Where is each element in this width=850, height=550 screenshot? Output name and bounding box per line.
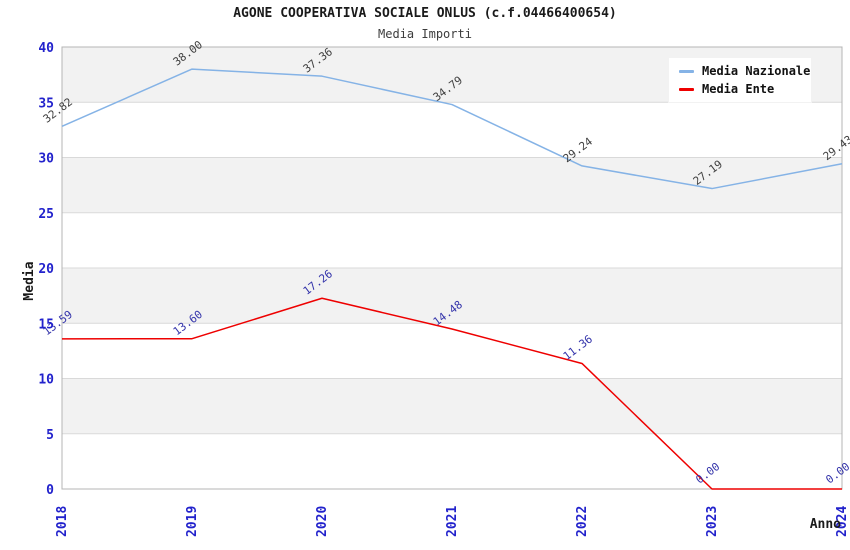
legend-label-media-nazionale: Media Nazionale <box>702 64 811 78</box>
legend-swatch-media-ente <box>679 87 694 91</box>
x-tick-label: 2019 <box>185 506 200 537</box>
plot-band <box>62 378 842 434</box>
series-line-media-nazionale <box>61 68 843 190</box>
y-tick-label: 5 <box>46 428 54 443</box>
data-label: 0.00 <box>823 460 850 486</box>
y-tick-label: 35 <box>38 96 54 111</box>
legend-item-media-ente: Media Ente <box>669 82 811 96</box>
y-tick-label: 25 <box>38 207 54 222</box>
y-axis-title: Media <box>22 261 37 300</box>
x-tick-label: 2020 <box>315 506 330 537</box>
data-label: 11.36 <box>561 333 595 363</box>
plot-band <box>62 157 842 213</box>
legend-label-media-ente: Media Ente <box>702 82 775 96</box>
x-axis-title: Anno <box>810 517 841 532</box>
y-tick-label: 20 <box>38 262 54 277</box>
y-tick-label: 15 <box>38 317 54 332</box>
y-tick-label: 30 <box>38 152 54 167</box>
legend-swatch-media-nazionale <box>679 69 694 73</box>
y-tick-label: 0 <box>46 483 54 498</box>
x-tick-label: 2021 <box>445 506 460 537</box>
x-tick-label: 2023 <box>705 506 720 537</box>
chart-subtitle: Media Importi <box>378 27 472 41</box>
plot-border <box>61 46 843 490</box>
series-line-media-ente <box>61 297 842 490</box>
y-tick-label: 40 <box>38 41 54 56</box>
data-label: 0.00 <box>693 460 722 486</box>
plot-band <box>62 268 842 324</box>
x-tick-label: 2018 <box>55 506 70 537</box>
x-tick-label: 2022 <box>575 506 590 537</box>
x-tick-label: 2024 <box>835 506 850 537</box>
legend: Media Nazionale Media Ente <box>668 57 812 103</box>
y-tick-label: 10 <box>38 373 54 388</box>
legend-item-media-nazionale: Media Nazionale <box>669 64 811 78</box>
chart-title: AGONE COOPERATIVA SOCIALE ONLUS (c.f.044… <box>233 6 617 21</box>
